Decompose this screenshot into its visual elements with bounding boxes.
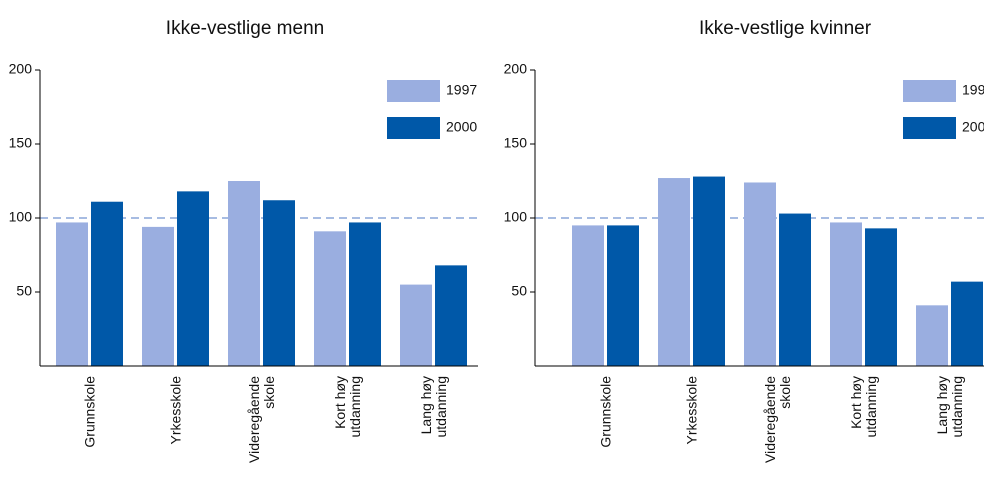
- x-tick-label: skole: [261, 376, 277, 409]
- bar: [263, 200, 295, 366]
- bar: [779, 213, 811, 366]
- x-tick-label: Videregående: [762, 376, 778, 463]
- legend-swatch: [903, 80, 956, 102]
- legend-label: 1997: [962, 82, 984, 98]
- bar: [916, 305, 948, 366]
- x-tick-label: Kort høy: [332, 376, 348, 429]
- y-tick-label: 100: [504, 209, 528, 225]
- bar: [56, 222, 88, 366]
- chart: Ikke-vestlige menn 50 100 150 200 Grunnskole Y…: [9, 18, 478, 463]
- legend-swatch: [903, 117, 956, 139]
- bar: [607, 225, 639, 366]
- x-tick-label: utdanning: [433, 376, 449, 438]
- bar: [91, 201, 123, 366]
- bar: [314, 231, 346, 366]
- bar: [435, 265, 467, 366]
- chart-title: Ikke-vestlige menn: [166, 18, 324, 39]
- bar: [830, 222, 862, 366]
- x-tick-label: Grunnskole: [82, 376, 98, 448]
- y-tick-label: 50: [16, 283, 32, 299]
- bar: [400, 284, 432, 366]
- legend-label: 2000: [446, 119, 477, 135]
- x-tick-label: Grunnskole: [598, 376, 614, 448]
- y-tick-label: 200: [504, 61, 528, 77]
- x-tick-label: utdanning: [347, 376, 363, 438]
- x-tick-label: utdanning: [949, 376, 965, 438]
- x-tick-label: Yrkesskole: [168, 376, 184, 445]
- bar: [142, 226, 174, 366]
- x-tick-label: Lang høy: [418, 376, 434, 434]
- legend-swatch: [387, 80, 440, 102]
- bar: [951, 281, 983, 366]
- chart-title: Ikke-vestlige kvinner: [699, 18, 872, 39]
- bar: [744, 182, 776, 366]
- bar: [228, 181, 260, 366]
- legend-label: 1997: [446, 82, 477, 98]
- legend-label: 2000: [962, 119, 984, 135]
- x-tick-label: utdanning: [863, 376, 879, 438]
- bar: [865, 228, 897, 366]
- x-tick-label: Yrkesskole: [684, 376, 700, 445]
- y-tick-label: 200: [9, 61, 33, 77]
- bar: [572, 225, 604, 366]
- x-tick-label: skole: [777, 376, 793, 409]
- bar: [177, 191, 209, 366]
- chart: Ikke-vestlige kvinner 50 100 150 200 Grunnsko…: [504, 18, 984, 463]
- y-tick-label: 50: [511, 283, 527, 299]
- x-tick-label: Lang høy: [934, 376, 950, 434]
- x-tick-label: Kort høy: [848, 376, 864, 429]
- bar: [349, 222, 381, 366]
- x-tick-label: Videregående: [246, 376, 262, 463]
- y-tick-label: 100: [9, 209, 33, 225]
- bar: [658, 178, 690, 366]
- y-tick-label: 150: [504, 135, 528, 151]
- legend-swatch: [387, 117, 440, 139]
- bar: [693, 176, 725, 366]
- y-tick-label: 150: [9, 135, 33, 151]
